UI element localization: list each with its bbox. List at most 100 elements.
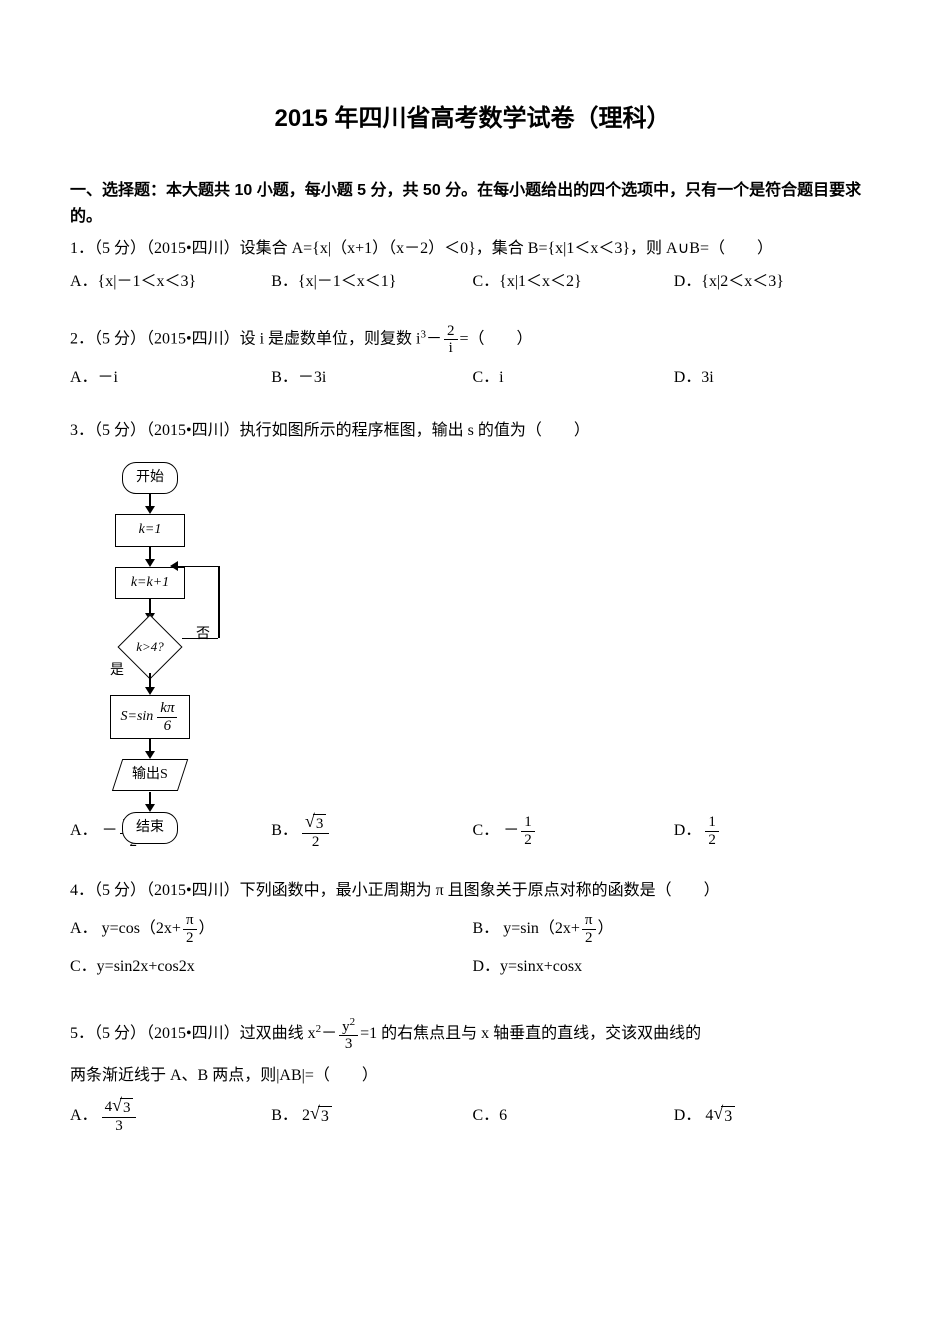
flow-no-label: 否: [196, 624, 210, 646]
q5-pre: 5．（5 分）（2015•四川）过双曲线 x: [70, 1025, 316, 1042]
q3-b-rad: 3: [313, 814, 327, 833]
q4-b-post: ）: [598, 916, 614, 942]
q5-b-coef: 2: [302, 1103, 310, 1129]
q2-stem-pre: 2．（5 分）（2015•四川）设 i 是虚数单位，则复数 i: [70, 330, 421, 347]
q4-option-c: C．y=sin2x+cos2x: [70, 954, 473, 980]
loop-line-v: [218, 566, 220, 638]
q5-frac1: y23: [339, 1016, 358, 1053]
flow-output: 输出S: [112, 759, 188, 791]
q5-option-d: D． 4√3: [674, 1096, 875, 1135]
flow-conn-5: [145, 739, 155, 759]
q5-mid2: =1 的右焦点且与 x 轴垂直的直线，交该双曲线的: [360, 1025, 701, 1042]
q5-option-c: C．6: [473, 1096, 674, 1135]
q5-option-b: B． 2√3: [271, 1096, 472, 1135]
q5-b-rad: 3: [318, 1106, 332, 1126]
q5-d-coef: 4: [705, 1103, 713, 1129]
q3-d-den: 2: [705, 832, 719, 849]
q3-b-label: B．: [271, 818, 298, 844]
q5-options: A． 4√3 3 B． 2√3 C．6 D． 4√3: [70, 1096, 875, 1135]
q3-d-label: D．: [674, 818, 702, 844]
q5-d-rad: 3: [721, 1106, 735, 1126]
flow-end: 结束: [122, 812, 178, 844]
q5-d-label: D．: [674, 1103, 702, 1129]
q4-stem: 4．（5 分）（2015•四川）下列函数中，最小正周期为 π 且图象关于原点对称…: [70, 878, 875, 904]
q2-mid: －: [426, 330, 442, 347]
q2-option-c: C．i: [473, 365, 674, 391]
loop-arrowhead: [170, 561, 178, 571]
section-1-header: 一、选择题：本大题共 10 小题，每小题 5 分，共 50 分。在每小题给出的四…: [70, 178, 875, 229]
q4-a-frac: π 2: [183, 912, 197, 946]
q1-option-c: C．{x|1＜x＜2}: [473, 269, 674, 295]
flow-calc-lhs: S=sin: [121, 706, 154, 728]
flow-calc-den: 6: [161, 718, 175, 735]
flow-calc-num: kπ: [157, 700, 177, 718]
q5-a-coef: 4: [105, 1099, 113, 1115]
q2-frac-den: i: [446, 340, 456, 357]
q4-options: A． y=cos（2x+ π 2 ） B． y=sin（2x+ π 2 ） C．…: [70, 912, 875, 988]
q1-option-b: B．{x|－1＜x＜1}: [271, 269, 472, 295]
q5-a-label: A．: [70, 1103, 98, 1129]
q3-d-frac: 1 2: [705, 814, 719, 848]
q4-b-frac: π 2: [582, 912, 596, 946]
q3-b-frac: √3 2: [302, 812, 329, 851]
q5-mid1: －: [321, 1025, 337, 1042]
loop-line-h1: [182, 638, 218, 640]
flow-step: k=k+1: [115, 567, 185, 599]
q4-a-num: π: [183, 912, 197, 930]
q2-option-b: B．－3i: [271, 365, 472, 391]
q3-option-d: D． 1 2: [674, 812, 875, 851]
q4-a-post: ）: [199, 916, 215, 942]
question-2: 2．（5 分）（2015•四川）设 i 是虚数单位，则复数 i3－2i=（ ） …: [70, 323, 875, 391]
loop-line-h2: [178, 566, 218, 568]
q2-option-d: D．3i: [674, 365, 875, 391]
q3-c-den: 2: [521, 832, 535, 849]
q1-options: A．{x|－1＜x＜3} B．{x|－1＜x＜1} C．{x|1＜x＜2} D．…: [70, 269, 875, 295]
flow-start: 开始: [122, 462, 178, 494]
q3-option-b: B． √3 2: [271, 812, 472, 851]
q3-stem: 3．（5 分）（2015•四川）执行如图所示的程序框图，输出 s 的值为（ ）: [70, 418, 875, 444]
q4-option-b: B． y=sin（2x+ π 2 ）: [473, 912, 876, 946]
question-4: 4．（5 分）（2015•四川）下列函数中，最小正周期为 π 且图象关于原点对称…: [70, 878, 875, 987]
q2-frac-num: 2: [444, 323, 458, 341]
q5-b-label: B．: [271, 1103, 298, 1129]
q2-option-a: A．－i: [70, 365, 271, 391]
flow-conn-1: [145, 494, 155, 514]
flow-calc: S=sin kπ 6: [110, 695, 191, 739]
q4-a-den: 2: [183, 930, 197, 947]
q3-c-num: 1: [521, 814, 535, 832]
q2-stem: 2．（5 分）（2015•四川）设 i 是虚数单位，则复数 i3－2i=（ ）: [70, 323, 875, 357]
page-title: 2015 年四川省高考数学试卷（理科）: [70, 100, 875, 138]
q5-a-frac: 4√3 3: [102, 1096, 137, 1135]
q1-option-d: D．{x|2＜x＜3}: [674, 269, 875, 295]
q5-a-rad: 3: [120, 1098, 134, 1117]
q5-a-den: 3: [112, 1118, 126, 1135]
q4-b-num: π: [582, 912, 596, 930]
q3-c-label: C．: [473, 818, 500, 844]
q4-b-pre: y=sin（2x+: [503, 916, 580, 942]
q1-option-a: A．{x|－1＜x＜3}: [70, 269, 271, 295]
question-1: 1．（5 分）（2015•四川）设集合 A={x|（x+1）（x－2）＜0}，集…: [70, 236, 875, 295]
q5-frac1-den: 3: [342, 1036, 356, 1053]
q3-d-num: 1: [705, 814, 719, 832]
q4-option-a: A． y=cos（2x+ π 2 ）: [70, 912, 473, 946]
question-5: 5．（5 分）（2015•四川）过双曲线 x 2 －y23=1 的右焦点且与 x 轴…: [70, 1016, 875, 1135]
q3-flowchart-zone: 开始 k=1 k=k+1 k>4? S=sin kπ: [70, 452, 875, 812]
q4-a-pre: y=cos（2x+: [102, 916, 181, 942]
q5-stem-line2: 两条渐近线于 A、B 两点，则|AB|=（ ）: [70, 1063, 875, 1089]
flow-yes-label: 是: [110, 660, 124, 682]
q4-b-label: B．: [473, 916, 500, 942]
q3-b-den: 2: [309, 834, 323, 851]
question-3: 3．（5 分）（2015•四川）执行如图所示的程序框图，输出 s 的值为（ ） …: [70, 418, 875, 850]
q3-flowchart: 开始 k=1 k=k+1 k>4? S=sin kπ: [80, 462, 220, 844]
flow-calc-frac: kπ 6: [157, 700, 177, 734]
q4-a-label: A．: [70, 916, 98, 942]
q2-options: A．－i B．－3i C．i D．3i: [70, 365, 875, 391]
q2-frac: 2i: [444, 323, 458, 357]
q4-option-d: D．y=sinx+cosx: [473, 954, 876, 980]
q1-stem: 1．（5 分）（2015•四川）设集合 A={x|（x+1）（x－2）＜0}，集…: [70, 236, 875, 262]
flow-conn-2: [145, 547, 155, 567]
flow-conn-6: [145, 792, 155, 812]
flow-output-text: 输出S: [132, 764, 168, 786]
flow-init: k=1: [115, 514, 185, 546]
q5-option-a: A． 4√3 3: [70, 1096, 271, 1135]
